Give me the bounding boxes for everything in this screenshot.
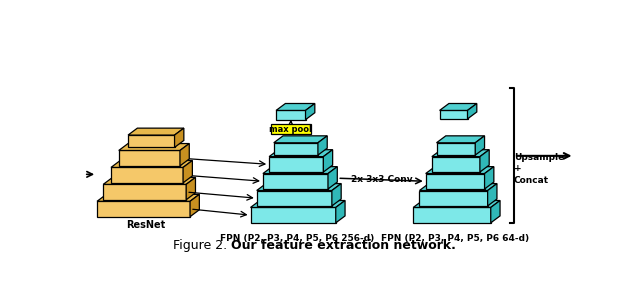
- Polygon shape: [250, 207, 336, 223]
- Polygon shape: [467, 103, 477, 119]
- Polygon shape: [488, 184, 497, 206]
- Polygon shape: [183, 160, 193, 183]
- Polygon shape: [413, 201, 500, 207]
- Polygon shape: [257, 184, 341, 190]
- Polygon shape: [111, 160, 193, 167]
- Text: 2x 3x3 Conv: 2x 3x3 Conv: [351, 175, 412, 184]
- Polygon shape: [274, 136, 327, 143]
- Polygon shape: [175, 128, 184, 147]
- Polygon shape: [419, 184, 497, 190]
- Polygon shape: [432, 150, 489, 157]
- Polygon shape: [432, 157, 480, 172]
- Polygon shape: [269, 150, 333, 157]
- Text: Figure 2.: Figure 2.: [173, 239, 231, 252]
- Text: ResNet: ResNet: [126, 220, 166, 230]
- Polygon shape: [263, 167, 337, 174]
- Polygon shape: [128, 128, 184, 135]
- Polygon shape: [436, 136, 484, 143]
- Polygon shape: [103, 178, 195, 184]
- Polygon shape: [476, 136, 484, 155]
- Polygon shape: [128, 135, 175, 147]
- Polygon shape: [180, 144, 189, 166]
- Polygon shape: [413, 207, 491, 223]
- Polygon shape: [332, 184, 341, 206]
- Polygon shape: [250, 201, 345, 207]
- Polygon shape: [336, 201, 345, 223]
- Polygon shape: [111, 167, 183, 183]
- Polygon shape: [257, 190, 332, 206]
- Polygon shape: [97, 194, 199, 201]
- Polygon shape: [276, 103, 315, 110]
- Polygon shape: [436, 143, 476, 155]
- Polygon shape: [440, 103, 477, 110]
- Polygon shape: [269, 157, 323, 172]
- Polygon shape: [491, 201, 500, 223]
- Polygon shape: [480, 150, 489, 172]
- Polygon shape: [328, 167, 337, 189]
- Polygon shape: [186, 178, 195, 200]
- Text: FPN (P2, P3, P4, P5, P6 256-d): FPN (P2, P3, P4, P5, P6 256-d): [220, 234, 374, 243]
- Polygon shape: [97, 201, 190, 217]
- Polygon shape: [305, 103, 315, 120]
- Polygon shape: [426, 167, 494, 174]
- Polygon shape: [484, 167, 494, 189]
- Polygon shape: [103, 184, 186, 200]
- Text: Our feature extraction network.: Our feature extraction network.: [231, 239, 456, 252]
- Polygon shape: [426, 174, 484, 189]
- Polygon shape: [276, 110, 305, 120]
- FancyBboxPatch shape: [271, 124, 311, 134]
- Text: Upsample
+
Concat: Upsample + Concat: [514, 153, 564, 185]
- Polygon shape: [263, 174, 328, 189]
- Polygon shape: [119, 144, 189, 150]
- Text: max pool: max pool: [269, 125, 312, 134]
- Polygon shape: [274, 143, 318, 155]
- Polygon shape: [440, 110, 467, 119]
- Text: FPN (P2, P3, P4, P5, P6 64-d): FPN (P2, P3, P4, P5, P6 64-d): [381, 234, 529, 243]
- Polygon shape: [419, 190, 488, 206]
- Polygon shape: [119, 150, 180, 166]
- Polygon shape: [318, 136, 327, 155]
- Polygon shape: [190, 194, 199, 217]
- Polygon shape: [323, 150, 333, 172]
